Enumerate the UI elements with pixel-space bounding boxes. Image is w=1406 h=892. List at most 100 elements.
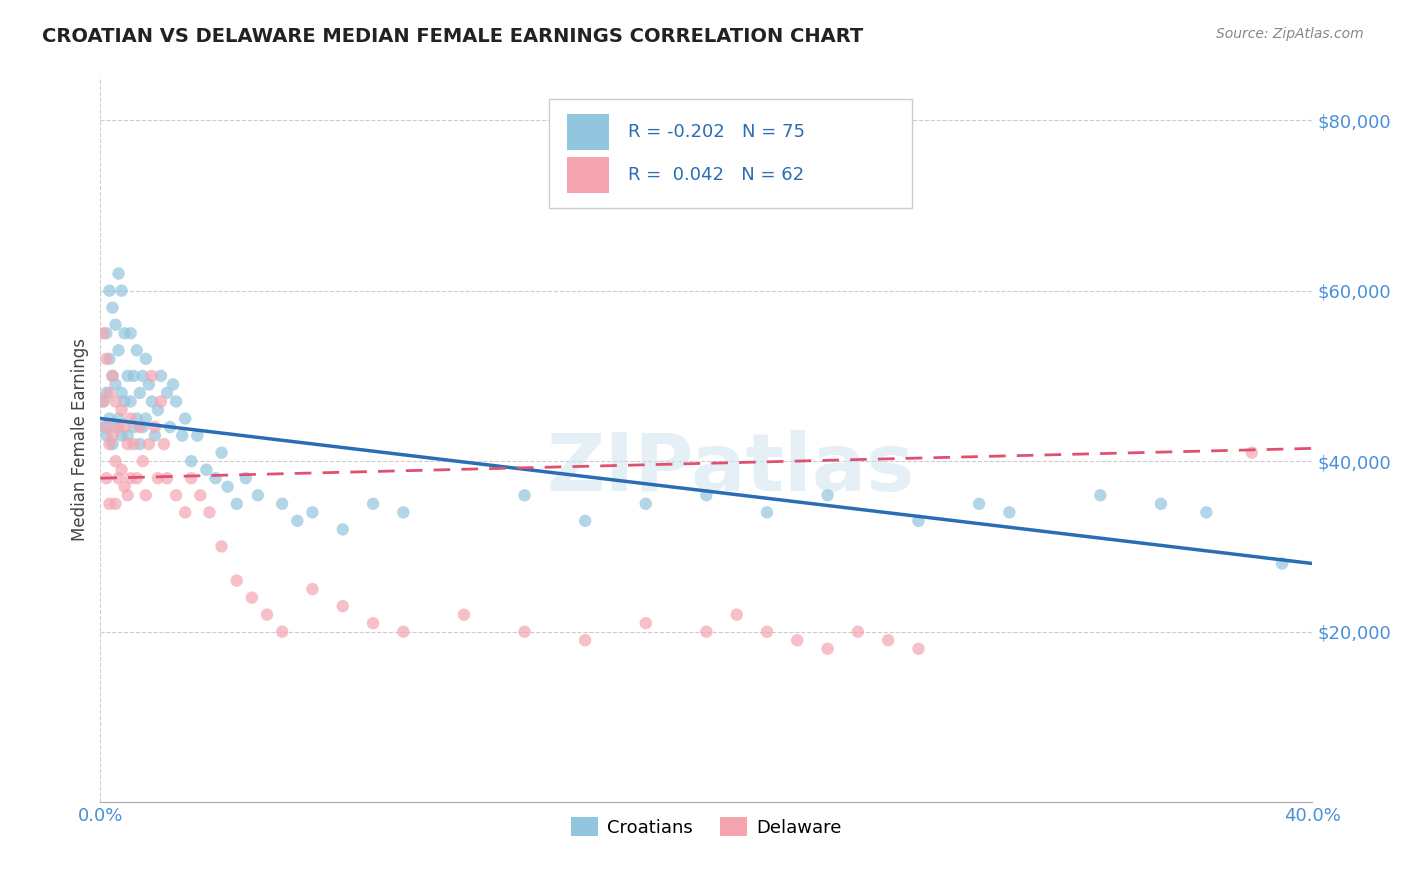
Point <box>998 505 1021 519</box>
Point <box>93 394 115 409</box>
FancyBboxPatch shape <box>548 99 912 208</box>
Point <box>149 368 172 383</box>
Point <box>180 454 202 468</box>
Point <box>125 343 148 358</box>
Point <box>107 420 129 434</box>
Point <box>98 284 121 298</box>
Point <box>188 488 211 502</box>
Point <box>128 420 150 434</box>
Legend: Croatians, Delaware: Croatians, Delaware <box>564 810 849 844</box>
Point <box>135 411 157 425</box>
Point <box>101 301 124 315</box>
Point <box>138 437 160 451</box>
Point <box>107 411 129 425</box>
Point <box>104 394 127 409</box>
Point <box>122 368 145 383</box>
Point <box>93 394 115 409</box>
Point <box>186 428 208 442</box>
Point <box>907 641 929 656</box>
Point <box>110 386 132 401</box>
Point <box>104 454 127 468</box>
Point <box>122 420 145 434</box>
Point <box>1150 497 1173 511</box>
Point <box>217 480 239 494</box>
Point <box>132 368 155 383</box>
Point <box>141 394 163 409</box>
Point <box>513 488 536 502</box>
FancyBboxPatch shape <box>567 157 609 194</box>
Point <box>120 411 142 425</box>
Point <box>786 633 808 648</box>
Point <box>198 505 221 519</box>
Point <box>149 394 172 409</box>
Point <box>117 428 139 442</box>
Point <box>1195 505 1218 519</box>
Point <box>156 386 179 401</box>
Point <box>96 326 118 341</box>
Point <box>817 641 839 656</box>
Point <box>98 437 121 451</box>
Point <box>98 411 121 425</box>
Point <box>204 471 226 485</box>
Point <box>159 420 181 434</box>
Point <box>117 488 139 502</box>
Point <box>225 574 247 588</box>
Point <box>117 368 139 383</box>
Point <box>211 540 233 554</box>
Point <box>125 411 148 425</box>
Point <box>162 377 184 392</box>
Point <box>117 437 139 451</box>
Text: ZIPatlas: ZIPatlas <box>547 430 915 508</box>
Point <box>132 420 155 434</box>
Point <box>93 420 115 434</box>
Point <box>143 428 166 442</box>
Point <box>180 471 202 485</box>
Point <box>110 284 132 298</box>
Text: Source: ZipAtlas.com: Source: ZipAtlas.com <box>1216 27 1364 41</box>
Point <box>101 368 124 383</box>
Point <box>195 463 218 477</box>
Point <box>96 428 118 442</box>
Point <box>695 624 717 639</box>
Point <box>98 351 121 366</box>
Point <box>128 386 150 401</box>
Point <box>110 428 132 442</box>
Point <box>96 420 118 434</box>
Point <box>165 488 187 502</box>
Point <box>634 616 657 631</box>
Point <box>907 514 929 528</box>
Point <box>634 497 657 511</box>
Point <box>392 505 415 519</box>
Point <box>132 454 155 468</box>
Point <box>846 624 869 639</box>
Point <box>817 488 839 502</box>
Point <box>98 497 121 511</box>
Point <box>755 505 778 519</box>
Point <box>755 624 778 639</box>
Point <box>104 318 127 332</box>
Point <box>101 368 124 383</box>
Point <box>285 514 308 528</box>
Point <box>156 471 179 485</box>
Point <box>235 471 257 485</box>
Point <box>107 471 129 485</box>
Point <box>96 351 118 366</box>
Point <box>114 420 136 434</box>
Point <box>225 497 247 511</box>
Point <box>93 326 115 341</box>
Point <box>574 514 596 528</box>
Point <box>174 505 197 519</box>
Point <box>135 488 157 502</box>
Point <box>120 326 142 341</box>
Point <box>104 497 127 511</box>
Point <box>114 326 136 341</box>
Point <box>120 394 142 409</box>
Point <box>104 420 127 434</box>
Point <box>695 488 717 502</box>
Point <box>138 377 160 392</box>
Point <box>96 386 118 401</box>
Point <box>240 591 263 605</box>
Point <box>301 582 323 596</box>
Point <box>301 505 323 519</box>
Point <box>122 437 145 451</box>
